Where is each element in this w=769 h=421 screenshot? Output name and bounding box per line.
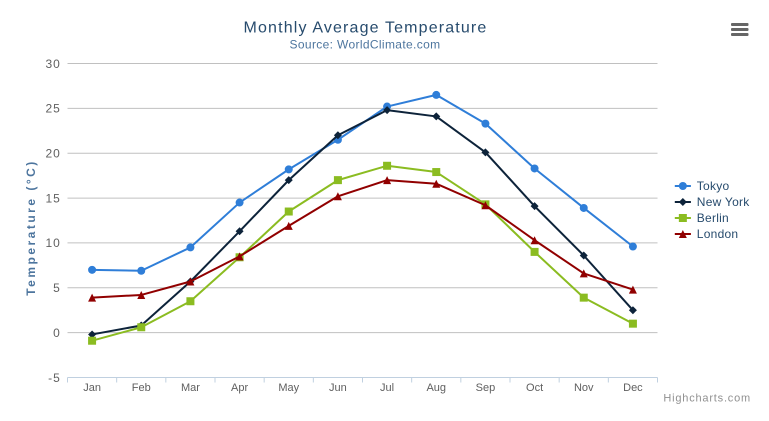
svg-text:May: May: [278, 382, 299, 394]
svg-text:5: 5: [53, 281, 61, 295]
svg-text:Feb: Feb: [132, 382, 151, 394]
svg-text:25: 25: [45, 102, 60, 116]
svg-text:30: 30: [45, 57, 60, 71]
svg-text:0: 0: [53, 326, 61, 340]
svg-text:New York: New York: [697, 195, 750, 209]
svg-text:London: London: [697, 227, 739, 241]
svg-text:Oct: Oct: [526, 382, 543, 394]
svg-text:Temperature (°C): Temperature (°C): [24, 159, 38, 296]
svg-text:Aug: Aug: [426, 382, 446, 394]
svg-text:Tokyo: Tokyo: [697, 179, 730, 193]
svg-text:10: 10: [45, 236, 60, 250]
svg-text:-5: -5: [48, 371, 61, 385]
svg-text:Apr: Apr: [231, 382, 248, 394]
svg-text:20: 20: [45, 147, 60, 161]
svg-text:Mar: Mar: [181, 382, 200, 394]
svg-text:Sep: Sep: [476, 382, 496, 394]
svg-text:Monthly Average Temperature: Monthly Average Temperature: [244, 19, 488, 36]
svg-text:Highcharts.com: Highcharts.com: [663, 393, 751, 405]
svg-text:Jun: Jun: [329, 382, 347, 394]
svg-text:Source: WorldClimate.com: Source: WorldClimate.com: [290, 38, 441, 52]
svg-text:Dec: Dec: [623, 382, 643, 394]
svg-text:Jan: Jan: [83, 382, 101, 394]
svg-text:Berlin: Berlin: [697, 211, 729, 225]
svg-text:Nov: Nov: [574, 382, 594, 394]
svg-text:Jul: Jul: [380, 382, 394, 394]
svg-text:15: 15: [45, 191, 60, 205]
